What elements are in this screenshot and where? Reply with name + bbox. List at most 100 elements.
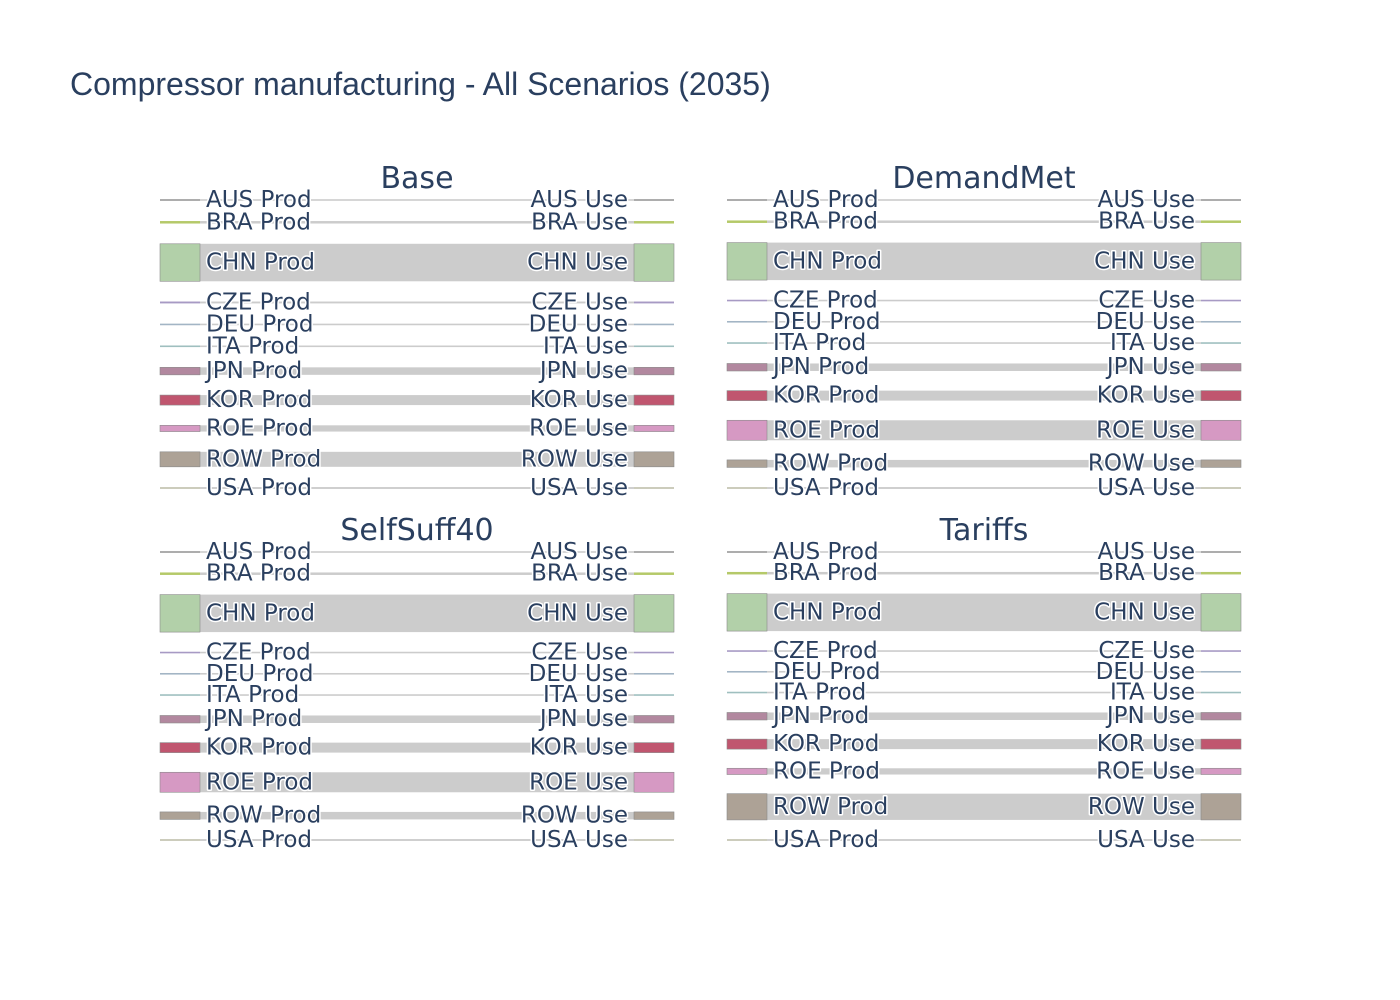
link-usa[interactable] (200, 839, 634, 841)
link-row[interactable] (200, 811, 634, 820)
node-kor-use[interactable] (633, 394, 675, 406)
node-row-use[interactable] (633, 451, 675, 468)
link-aus[interactable] (767, 199, 1201, 201)
node-roe-use[interactable] (1200, 419, 1242, 441)
node-chn-use[interactable] (633, 594, 675, 633)
node-kor-prod[interactable] (159, 394, 201, 406)
node-deu-prod[interactable] (160, 323, 200, 326)
link-ita[interactable] (767, 342, 1201, 344)
node-chn-use[interactable] (1200, 242, 1242, 281)
link-roe[interactable] (767, 420, 1201, 441)
node-ita-prod[interactable] (160, 345, 200, 348)
node-usa-prod[interactable] (160, 839, 200, 841)
node-row-prod[interactable] (726, 459, 768, 468)
link-roe[interactable] (200, 425, 634, 432)
link-kor[interactable] (767, 390, 1201, 401)
node-usa-use[interactable] (1201, 839, 1241, 841)
link-ita[interactable] (200, 345, 634, 348)
node-usa-prod[interactable] (160, 487, 200, 489)
link-kor[interactable] (767, 739, 1201, 750)
node-kor-prod[interactable] (726, 738, 768, 750)
node-deu-use[interactable] (634, 323, 674, 326)
link-bra[interactable] (200, 572, 634, 575)
node-cze-prod[interactable] (727, 299, 767, 302)
node-aus-prod[interactable] (727, 199, 767, 201)
node-jpn-prod[interactable] (726, 712, 768, 721)
node-row-prod[interactable] (159, 811, 201, 820)
node-aus-prod[interactable] (727, 551, 767, 553)
link-aus[interactable] (200, 551, 634, 553)
node-kor-use[interactable] (1200, 738, 1242, 750)
node-cze-use[interactable] (1201, 650, 1241, 652)
node-jpn-use[interactable] (633, 715, 675, 724)
node-deu-use[interactable] (1201, 670, 1241, 673)
node-kor-prod[interactable] (159, 742, 201, 753)
link-kor[interactable] (200, 742, 634, 753)
node-roe-prod[interactable] (159, 425, 201, 432)
node-bra-use[interactable] (1201, 220, 1241, 223)
node-roe-use[interactable] (1200, 767, 1242, 775)
node-cze-use[interactable] (634, 301, 674, 304)
node-roe-use[interactable] (633, 771, 675, 793)
node-bra-prod[interactable] (160, 221, 200, 224)
node-ita-use[interactable] (1201, 342, 1241, 344)
node-usa-prod[interactable] (727, 839, 767, 841)
node-ita-use[interactable] (634, 694, 674, 696)
link-usa[interactable] (200, 487, 634, 489)
node-deu-prod[interactable] (727, 320, 767, 323)
node-cze-use[interactable] (1201, 299, 1241, 302)
link-jpn[interactable] (767, 712, 1201, 720)
node-aus-prod[interactable] (160, 199, 200, 201)
node-jpn-use[interactable] (633, 367, 675, 376)
link-ita[interactable] (200, 694, 634, 696)
node-roe-use[interactable] (633, 425, 675, 432)
node-bra-prod[interactable] (727, 571, 767, 575)
node-chn-use[interactable] (1200, 593, 1242, 632)
link-cze[interactable] (200, 301, 634, 304)
node-row-use[interactable] (1200, 793, 1242, 821)
node-row-use[interactable] (1200, 459, 1242, 468)
node-row-prod[interactable] (726, 793, 768, 821)
node-ita-use[interactable] (1201, 691, 1241, 694)
link-aus[interactable] (200, 199, 634, 201)
link-chn[interactable] (767, 242, 1201, 281)
link-cze[interactable] (200, 651, 634, 654)
node-chn-prod[interactable] (726, 242, 768, 281)
node-aus-prod[interactable] (160, 551, 200, 553)
node-deu-use[interactable] (1201, 320, 1241, 323)
node-bra-use[interactable] (634, 221, 674, 224)
node-row-prod[interactable] (159, 451, 201, 468)
node-cze-prod[interactable] (727, 650, 767, 652)
node-chn-prod[interactable] (726, 593, 768, 632)
node-aus-use[interactable] (1201, 551, 1241, 553)
node-jpn-use[interactable] (1200, 712, 1242, 721)
link-deu[interactable] (200, 672, 634, 675)
node-bra-prod[interactable] (727, 220, 767, 223)
node-ita-prod[interactable] (727, 342, 767, 344)
node-roe-prod[interactable] (726, 419, 768, 441)
node-cze-prod[interactable] (160, 301, 200, 304)
link-aus[interactable] (767, 551, 1201, 553)
node-deu-use[interactable] (634, 672, 674, 675)
node-ita-prod[interactable] (160, 694, 200, 696)
link-jpn[interactable] (200, 715, 634, 723)
node-bra-use[interactable] (634, 572, 674, 575)
node-jpn-prod[interactable] (159, 715, 201, 724)
link-jpn[interactable] (200, 367, 634, 375)
link-deu[interactable] (767, 320, 1201, 323)
link-cze[interactable] (767, 650, 1201, 652)
link-cze[interactable] (767, 299, 1201, 302)
link-chn[interactable] (200, 594, 634, 633)
link-ita[interactable] (767, 691, 1201, 694)
link-row[interactable] (200, 451, 634, 467)
node-chn-prod[interactable] (159, 243, 201, 282)
node-usa-use[interactable] (1201, 487, 1241, 489)
node-roe-prod[interactable] (726, 767, 768, 775)
link-usa[interactable] (767, 487, 1201, 489)
node-cze-prod[interactable] (160, 651, 200, 654)
node-chn-prod[interactable] (159, 594, 201, 633)
node-row-use[interactable] (633, 811, 675, 820)
link-chn[interactable] (767, 593, 1201, 632)
node-usa-prod[interactable] (727, 487, 767, 489)
node-usa-use[interactable] (634, 487, 674, 489)
